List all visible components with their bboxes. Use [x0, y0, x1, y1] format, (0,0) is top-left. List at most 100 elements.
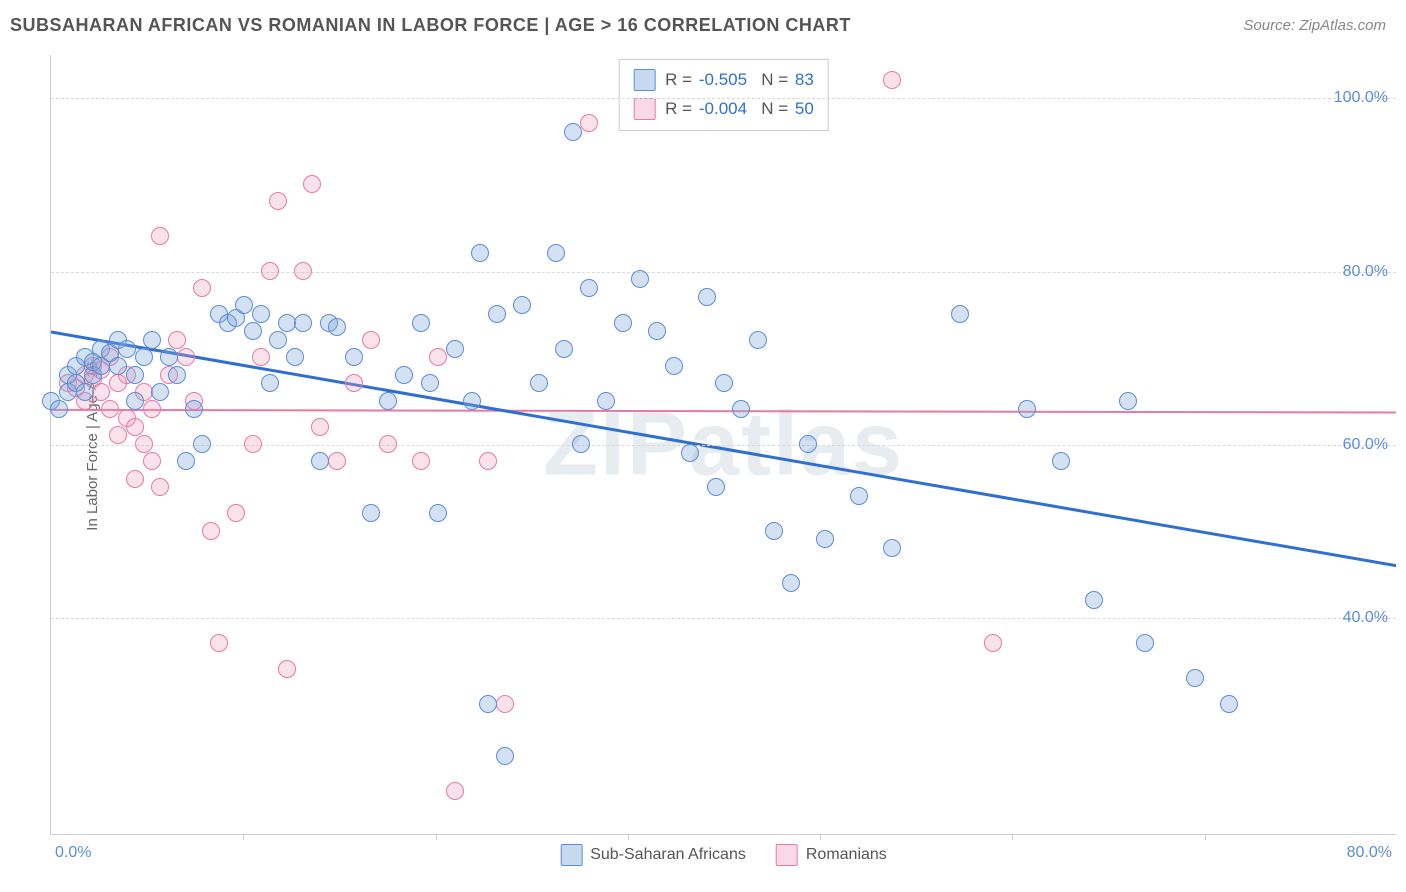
scatter-point-pink — [446, 782, 464, 800]
scatter-point-blue — [362, 504, 380, 522]
scatter-point-blue — [379, 392, 397, 410]
scatter-point-blue — [555, 340, 573, 358]
scatter-point-blue — [564, 123, 582, 141]
n-value: 83 — [795, 70, 814, 89]
scatter-point-blue — [488, 305, 506, 323]
scatter-point-pink — [143, 400, 161, 418]
scatter-point-blue — [328, 318, 346, 336]
scatter-point-pink — [278, 660, 296, 678]
scatter-point-pink — [168, 331, 186, 349]
scatter-point-blue — [816, 530, 834, 548]
r-label: R = — [665, 70, 692, 89]
x-tick-label: 80.0% — [1347, 844, 1392, 862]
scatter-point-pink — [143, 452, 161, 470]
gridline-h — [51, 618, 1396, 619]
source-prefix: Source: — [1243, 17, 1299, 34]
scatter-point-pink — [328, 452, 346, 470]
scatter-point-blue — [1052, 452, 1070, 470]
scatter-point-blue — [429, 504, 447, 522]
y-tick-label: 40.0% — [1343, 609, 1388, 627]
scatter-point-pink — [303, 175, 321, 193]
y-tick-label: 100.0% — [1334, 89, 1388, 107]
scatter-point-blue — [126, 392, 144, 410]
source-name: ZipAtlas.com — [1299, 17, 1386, 34]
scatter-point-blue — [1119, 392, 1137, 410]
scatter-point-blue — [143, 331, 161, 349]
scatter-point-pink — [883, 71, 901, 89]
r-value: -0.505 — [699, 70, 747, 89]
scatter-point-pink — [379, 435, 397, 453]
scatter-point-blue — [1136, 634, 1154, 652]
scatter-point-pink — [151, 478, 169, 496]
scatter-point-blue — [421, 374, 439, 392]
x-tick-label: 0.0% — [55, 844, 91, 862]
scatter-point-blue — [294, 314, 312, 332]
plot-area: ZIPatlas R = -0.505 N = 83 R = -0.004 N … — [50, 55, 1396, 835]
scatter-point-blue — [698, 288, 716, 306]
r-value: -0.004 — [699, 99, 747, 118]
r-label: R = — [665, 99, 692, 118]
scatter-point-blue — [463, 392, 481, 410]
scatter-point-pink — [126, 418, 144, 436]
scatter-point-blue — [732, 400, 750, 418]
scatter-point-pink — [412, 452, 430, 470]
scatter-point-pink — [429, 348, 447, 366]
scatter-point-blue — [471, 244, 489, 262]
scatter-point-blue — [185, 400, 203, 418]
scatter-point-blue — [278, 314, 296, 332]
trend-line — [51, 410, 1396, 413]
scatter-point-pink — [126, 470, 144, 488]
scatter-point-pink — [177, 348, 195, 366]
scatter-point-blue — [496, 747, 514, 765]
scatter-point-pink — [496, 695, 514, 713]
scatter-point-blue — [597, 392, 615, 410]
scatter-point-blue — [547, 244, 565, 262]
scatter-point-blue — [580, 279, 598, 297]
scatter-point-blue — [799, 435, 817, 453]
source-attribution: Source: ZipAtlas.com — [1243, 17, 1386, 34]
x-tick — [628, 834, 629, 840]
x-tick — [436, 834, 437, 840]
scatter-point-blue — [286, 348, 304, 366]
legend-correlation-box: R = -0.505 N = 83 R = -0.004 N = 50 — [618, 59, 829, 131]
chart-title: SUBSAHARAN AFRICAN VS ROMANIAN IN LABOR … — [10, 15, 851, 36]
scatter-point-blue — [168, 366, 186, 384]
scatter-point-blue — [118, 340, 136, 358]
n-label: N = — [761, 70, 788, 89]
legend-row: R = -0.505 N = 83 — [633, 66, 814, 95]
scatter-point-blue — [883, 539, 901, 557]
gridline-h — [51, 272, 1396, 273]
x-tick — [1012, 834, 1013, 840]
scatter-point-blue — [311, 452, 329, 470]
swatch-pink-icon — [776, 844, 798, 866]
scatter-point-blue — [244, 322, 262, 340]
scatter-point-blue — [572, 435, 590, 453]
scatter-point-blue — [235, 296, 253, 314]
scatter-point-blue — [951, 305, 969, 323]
scatter-point-pink — [202, 522, 220, 540]
scatter-point-pink — [269, 192, 287, 210]
scatter-point-blue — [76, 383, 94, 401]
scatter-point-blue — [193, 435, 211, 453]
scatter-point-pink — [294, 262, 312, 280]
scatter-point-blue — [160, 348, 178, 366]
scatter-point-blue — [681, 444, 699, 462]
scatter-point-pink — [244, 435, 262, 453]
n-value: 50 — [795, 99, 814, 118]
y-tick-label: 60.0% — [1343, 436, 1388, 454]
scatter-point-blue — [765, 522, 783, 540]
scatter-point-blue — [126, 366, 144, 384]
scatter-point-blue — [109, 357, 127, 375]
scatter-point-pink — [92, 383, 110, 401]
scatter-point-blue — [631, 270, 649, 288]
n-label: N = — [761, 99, 788, 118]
scatter-point-blue — [269, 331, 287, 349]
scatter-point-blue — [749, 331, 767, 349]
scatter-point-pink — [227, 504, 245, 522]
scatter-point-blue — [850, 487, 868, 505]
scatter-point-blue — [513, 296, 531, 314]
header-bar: SUBSAHARAN AFRICAN VS ROMANIAN IN LABOR … — [0, 0, 1406, 50]
scatter-point-blue — [665, 357, 683, 375]
scatter-point-blue — [648, 322, 666, 340]
scatter-point-blue — [479, 695, 497, 713]
